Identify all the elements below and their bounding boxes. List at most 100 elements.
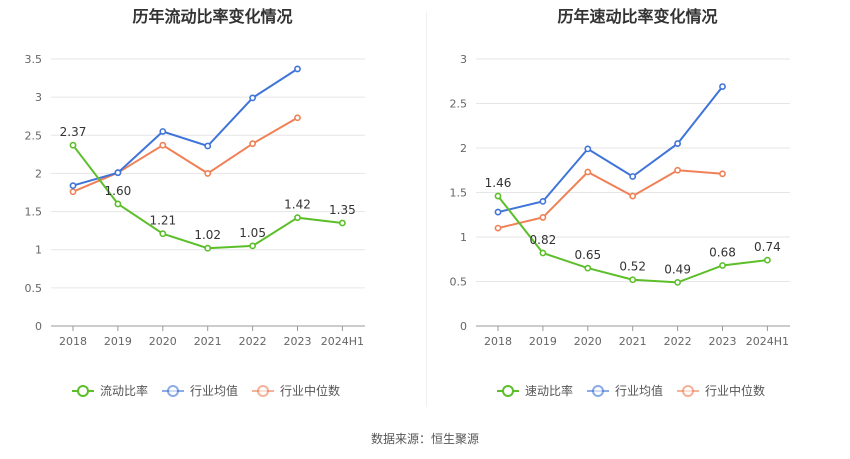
legend-item: 速动比率 [497,383,573,398]
y-tick-label: 1 [35,244,42,257]
data-point [494,208,502,216]
data-point [249,140,256,148]
x-tick-label: 2023 [709,335,737,348]
data-label: 1.02 [194,228,221,242]
data-label: 0.82 [530,233,557,247]
legend-label: 行业均值 [615,383,663,398]
data-point [674,166,681,174]
x-tick-label: 2022 [239,335,267,348]
data-label: 1.35 [329,203,356,217]
legend-swatch-marker [257,385,269,397]
data-point [114,200,122,208]
y-tick-label: 2 [460,142,467,155]
data-label: 1.46 [485,176,512,190]
current-ratio-plot: 0 0.5 1 1.5 2 2.5 3 3.5 2018 2019 2020 2021 2022 2023… [25,53,365,398]
y-tick-label: 2.5 [450,98,468,111]
chart-title: 历年流动比率变化情况 [132,7,293,26]
y-tick-label: 1.5 [25,206,43,219]
y-tick-label: 1 [460,231,467,244]
data-point [539,197,547,205]
y-tick-label: 1.5 [450,187,468,200]
y-tick-label: 3 [460,53,467,66]
legend-item: 行业中位数 [677,383,765,398]
legend-item: 流动比率 [72,383,148,398]
data-point [338,219,346,227]
legend-swatch-marker [77,385,89,397]
data-label: 1.21 [149,214,176,228]
legend-label: 行业中位数 [705,383,765,398]
data-point [294,65,301,73]
data-point [674,140,681,147]
data-point [294,214,301,222]
legend-item: 行业中位数 [252,383,340,398]
data-point [629,276,637,284]
data-point [539,249,547,257]
data-point [584,264,592,272]
data-point [114,169,122,177]
y-tick-label: 3 [35,91,42,104]
legend-label: 流动比率 [100,383,148,398]
data-point [69,141,77,149]
data-label: 1.05 [239,226,266,240]
data-point [719,262,726,269]
data-point [249,242,256,250]
data-point [629,173,637,180]
legend-swatch-marker [167,385,179,397]
series-line [72,68,299,187]
data-label: 0.68 [709,245,736,259]
y-tick-label: 3.5 [25,53,43,66]
data-point [629,192,637,200]
x-tick-label: 2019 [104,335,132,348]
data-point [294,114,301,122]
data-point [159,230,167,238]
x-tick-label: 2020 [574,335,602,348]
y-tick-label: 2 [35,167,42,180]
data-point [494,224,502,232]
legend-swatch-marker [682,385,694,397]
data-point [249,94,256,102]
data-point [584,168,592,176]
data-label: 0.49 [664,262,691,276]
legend-swatch-marker [592,385,604,397]
y-tick-label: 0 [460,320,467,333]
series-line [497,169,723,230]
series-line [72,116,299,193]
data-label: 0.74 [754,240,781,254]
legend-label: 行业均值 [190,383,238,398]
data-point [69,188,77,196]
data-point [539,214,547,221]
data-label: 1.42 [284,198,311,212]
x-tick-label: 2021 [194,335,222,348]
data-label: 0.52 [619,260,646,274]
x-tick-label: 2018 [484,335,512,348]
x-tick-label: 2018 [59,335,87,348]
data-point [204,244,212,252]
data-point [69,182,77,190]
data-point [494,192,502,200]
x-tick-label: 2024H1 [321,335,364,348]
x-tick-label: 2023 [284,335,312,348]
data-point [584,145,592,153]
legend-item: 行业均值 [162,383,238,398]
series-line [497,85,724,214]
data-point [204,142,212,150]
data-point [204,170,212,177]
x-tick-label: 2020 [149,335,177,348]
y-tick-label: 2.5 [25,129,43,142]
data-point [719,170,726,178]
x-tick-label: 2024H1 [746,335,789,348]
chart-title: 历年速动比率变化情况 [557,7,718,26]
data-point [674,278,681,286]
current-ratio-chart: 历年流动比率变化情况 0 0.5 1 1.5 2 2.5 3 3.5 2018 2019 2020 2… [0,0,425,420]
legend-swatch-marker [502,385,514,397]
x-tick-label: 2022 [664,335,692,348]
panel-divider [426,12,427,407]
data-label: 2.37 [60,125,87,139]
y-tick-label: 0.5 [450,276,468,289]
data-label: 0.65 [574,248,601,262]
y-tick-label: 0 [35,320,42,333]
data-point [763,256,771,264]
legend-label: 行业中位数 [280,383,340,398]
x-tick-label: 2019 [529,335,557,348]
legend-item: 行业均值 [587,383,663,398]
